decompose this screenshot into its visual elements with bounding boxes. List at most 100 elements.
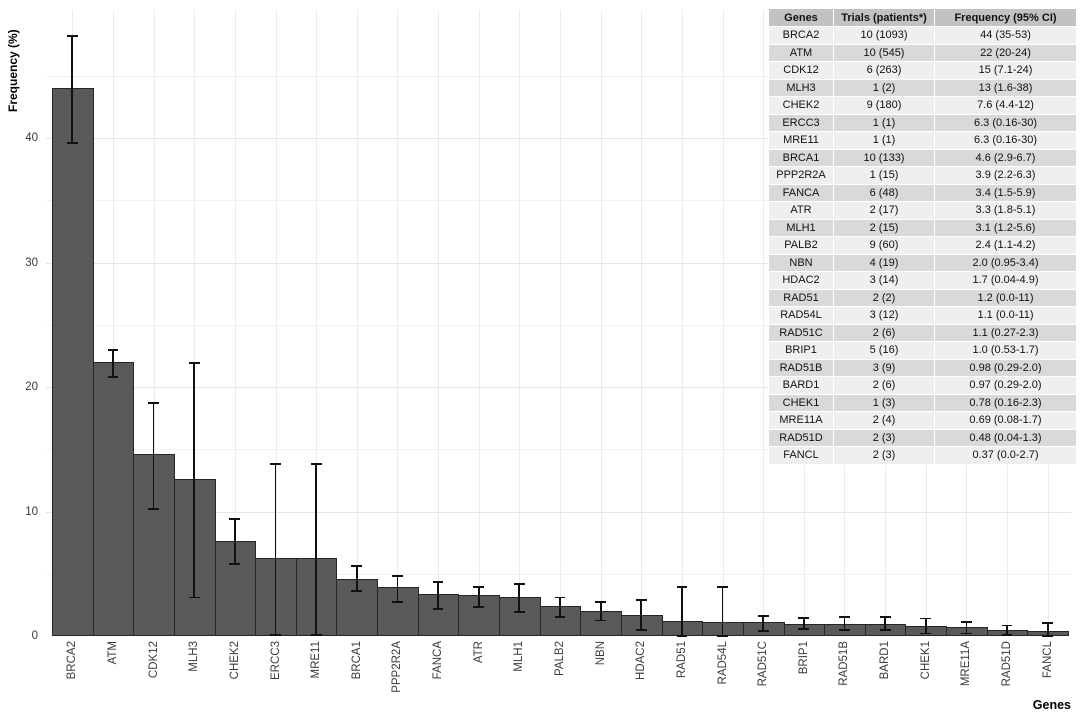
table-cell: 0.78 (0.16-2.3) <box>935 394 1076 411</box>
x-tick-label-brca2: BRCA2 <box>66 641 79 680</box>
table-row-mre11: MRE11 1 (1) 6.3 (0.16-30) <box>769 132 1076 149</box>
category-gridline <box>275 10 277 636</box>
error-cap-top-brip1 <box>798 617 810 619</box>
table-row-fancl: FANCL 2 (3) 0.37 (0.0-2.7) <box>769 447 1076 464</box>
error-cap-bottom-palb2 <box>554 616 566 619</box>
x-tick-label-mlh3: MLH3 <box>188 641 201 672</box>
table-cell: 22 (20-24) <box>935 44 1076 61</box>
table-row-chek2: CHEK2 9 (180) 7.6 (4.4-12) <box>769 97 1076 114</box>
error-bar-atm <box>112 349 114 378</box>
category-gridline <box>397 10 399 636</box>
table-cell: PALB2 <box>769 237 833 254</box>
error-cap-bottom-hdac2 <box>635 628 647 631</box>
x-tick-label-rad51b: RAD51B <box>838 641 851 686</box>
table-cell: 0.98 (0.29-2.0) <box>935 359 1076 376</box>
error-cap-bottom-brip1 <box>798 628 810 631</box>
error-cap-top-atr <box>473 585 485 588</box>
table-cell: ATM <box>769 44 833 61</box>
error-bar-ppp2r2a <box>396 575 399 603</box>
table-cell: 1 (2) <box>834 79 934 96</box>
error-cap-top-chek2 <box>229 518 241 520</box>
table-cell: MRE11A <box>769 412 833 429</box>
table-cell: 2 (4) <box>834 412 934 429</box>
error-bar-rad51b <box>843 617 846 631</box>
table-row-mlh1: MLH1 2 (15) 3.1 (1.2-5.6) <box>769 219 1076 236</box>
x-tick-label-rad51: RAD51 <box>675 641 688 679</box>
table-row-brip1: BRIP1 5 (16) 1.0 (0.53-1.7) <box>769 342 1076 359</box>
error-cap-top-fanca <box>432 580 444 583</box>
error-cap-bottom-rad51d <box>1001 633 1013 636</box>
table-cell: 2.4 (1.1-4.2) <box>935 237 1076 254</box>
error-cap-top-nbn <box>595 601 607 604</box>
table-row-rad51: RAD51 2 (2) 1.2 (0.0-11) <box>769 289 1076 306</box>
table-cell: RAD51C <box>769 324 833 341</box>
table-cell: HDAC2 <box>769 272 833 289</box>
error-bar-fanca <box>437 581 439 609</box>
error-cap-top-mlh1 <box>513 582 525 585</box>
y-tick-label-0: 0 <box>31 630 38 642</box>
error-cap-top-ercc3 <box>270 463 281 466</box>
table-cell: BARD1 <box>769 377 833 394</box>
x-tick-label-rad54l: RAD54L <box>716 641 729 685</box>
table-cell: ATR <box>769 202 833 219</box>
table-cell: BRCA2 <box>769 27 833 44</box>
error-bar-mlh1 <box>518 583 521 613</box>
table-cell: 2 (6) <box>834 377 934 394</box>
error-bar-mre11 <box>315 464 318 636</box>
error-cap-bottom-ercc3 <box>270 634 281 637</box>
error-bar-rad51d <box>1006 625 1008 635</box>
error-bar-mlh3 <box>193 363 196 598</box>
x-tick-label-nbn: NBN <box>594 641 607 666</box>
table-cell: 44 (35-53) <box>935 27 1076 44</box>
error-cap-bottom-chek1 <box>920 632 932 635</box>
error-cap-bottom-rad51c <box>757 630 769 632</box>
table-cell: MRE11 <box>769 132 833 149</box>
error-bar-palb2 <box>559 597 561 618</box>
table-cell: 3.9 (2.2-6.3) <box>935 167 1076 184</box>
table-cell: 2 (17) <box>834 202 934 219</box>
table-cell: 1.1 (0.0-11) <box>935 307 1076 324</box>
category-gridline <box>234 10 236 636</box>
table-row-chek1: CHEK1 1 (3) 0.78 (0.16-2.3) <box>769 394 1076 411</box>
error-cap-top-brca2 <box>66 35 78 37</box>
x-tick-label-palb2: PALB2 <box>554 641 566 676</box>
x-tick-label-atm: ATM <box>106 641 119 665</box>
x-tick-label-atr: ATR <box>472 641 485 664</box>
table-cell: CHEK1 <box>769 394 833 411</box>
error-bar-brca2 <box>71 35 74 143</box>
table-cell: 1.1 (0.27-2.3) <box>935 324 1076 341</box>
table-row-atm: ATM 10 (545) 22 (20-24) <box>769 44 1076 61</box>
table-cell: BRCA1 <box>769 149 833 166</box>
error-bar-hdac2 <box>640 599 643 630</box>
minor-gridline <box>46 449 1071 451</box>
table-cell: 7.6 (4.4-12) <box>935 97 1076 114</box>
table-cell: MLH3 <box>769 79 833 96</box>
table-cell: 2 (2) <box>834 289 934 306</box>
table-cell: 4 (19) <box>834 254 934 271</box>
error-cap-bottom-fanca <box>432 607 444 610</box>
error-bar-rad51c <box>762 616 765 632</box>
table-row-bard1: BARD1 2 (6) 0.97 (0.29-2.0) <box>769 377 1076 394</box>
category-gridline <box>763 10 765 636</box>
error-bar-atr <box>477 586 480 608</box>
table-cell: 10 (545) <box>834 44 934 61</box>
error-cap-top-cdk12 <box>148 402 159 405</box>
category-gridline <box>681 10 683 636</box>
error-cap-top-rad54l <box>717 585 728 588</box>
table-cell: 0.69 (0.08-1.7) <box>935 412 1076 429</box>
y-tick-label-30: 30 <box>25 256 38 269</box>
table-cell: NBN <box>769 254 833 271</box>
error-cap-bottom-brca1 <box>351 590 363 593</box>
error-cap-top-rad51d <box>1001 624 1013 627</box>
table-header-row: Genes Trials (patients*) Frequency (95% CI… <box>769 9 1076 26</box>
error-bar-fancl <box>1046 622 1049 636</box>
x-tick-label-mlh1: MLH1 <box>513 641 526 672</box>
table-cell: 6.3 (0.16-30) <box>935 132 1076 149</box>
minor-gridline <box>46 324 1071 326</box>
error-cap-top-rad51b <box>839 616 850 619</box>
table-row-hdac2: HDAC2 3 (14) 1.7 (0.04-4.9) <box>769 272 1076 289</box>
table-row-brca2: BRCA2 10 (1093) 44 (35-53) <box>769 27 1076 44</box>
category-gridline <box>194 10 196 636</box>
table-cell: 3 (12) <box>834 307 934 324</box>
error-cap-top-rad51 <box>676 585 688 588</box>
